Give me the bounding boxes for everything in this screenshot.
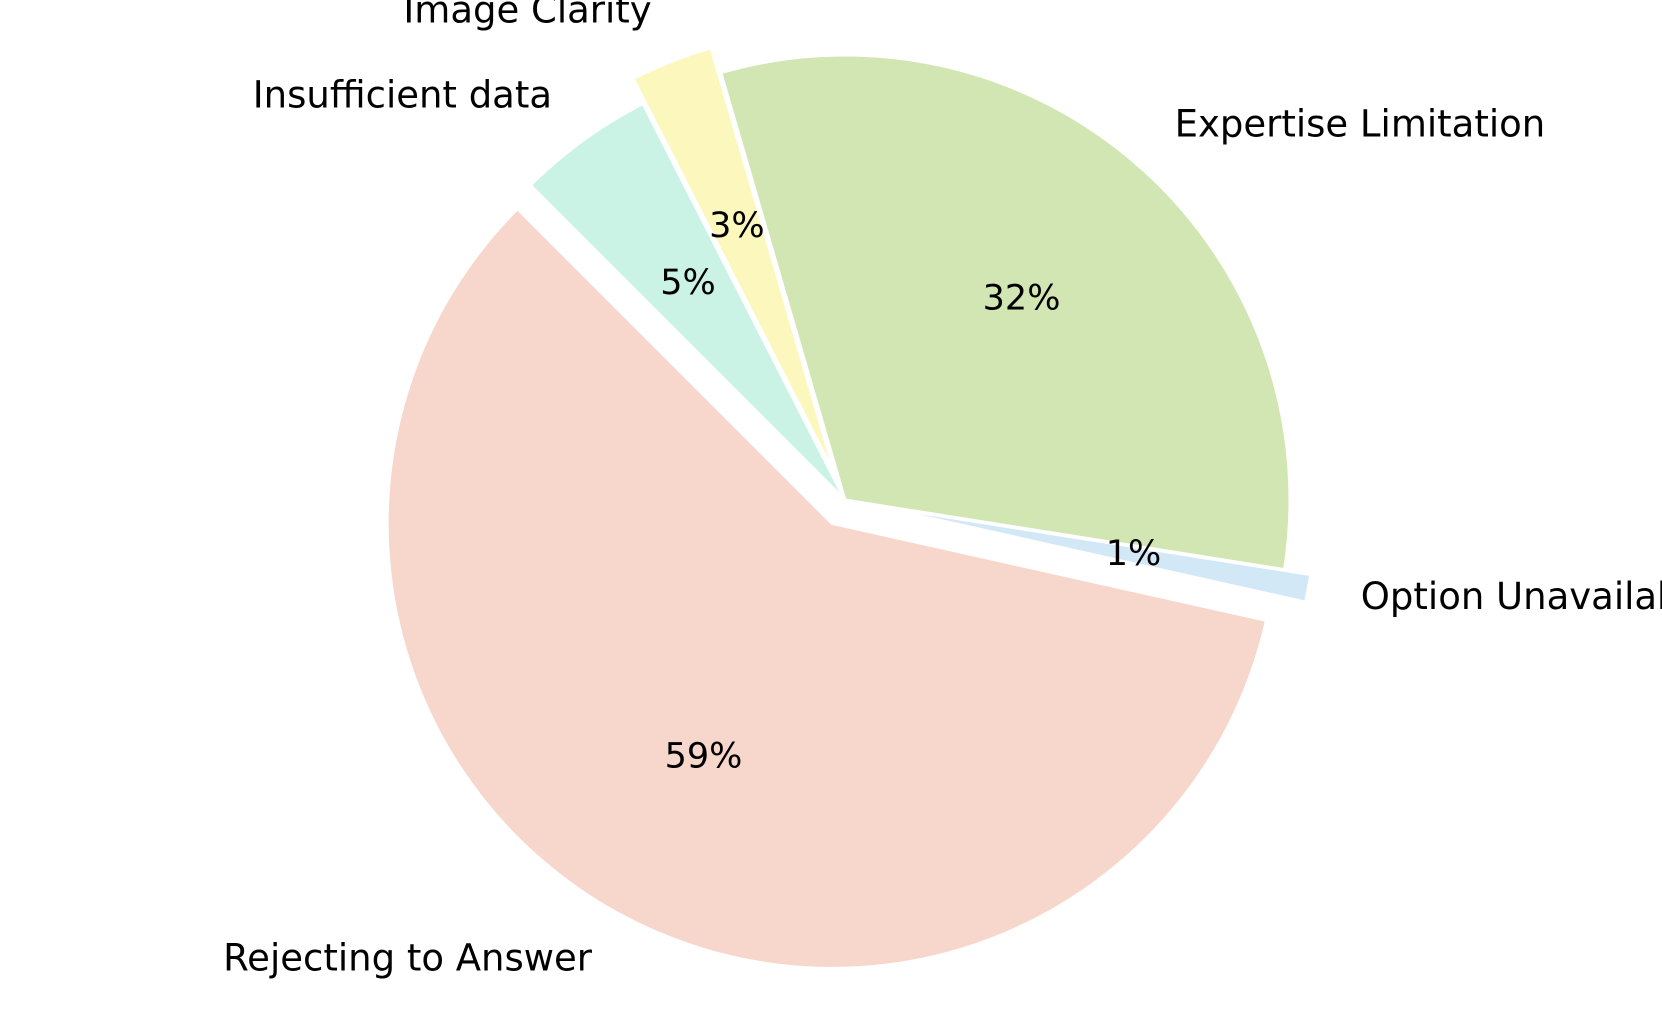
slice-label-image-clarity: Image Clarity: [403, 0, 651, 31]
slice-label-option-unavailable: Option Unavailable: [1361, 575, 1662, 618]
pie-labels: Rejecting to Answer 59% Option Unavailable…: [223, 0, 1662, 980]
pie-slice-rejecting-to-answer: [385, 206, 1269, 970]
pct-label-expertise-limitation: 32%: [983, 279, 1061, 319]
pie-slices: [385, 45, 1313, 970]
pct-label-image-clarity: 3%: [709, 206, 765, 246]
slice-label-expertise-limitation: Expertise Limitation: [1175, 103, 1546, 146]
pct-label-insufficient-data: 5%: [660, 263, 716, 303]
pie-slice-expertise-limitation: [718, 53, 1292, 572]
slice-label-rejecting-to-answer: Rejecting to Answer: [223, 937, 593, 980]
pct-label-option-unavailable: 1%: [1106, 534, 1162, 574]
pct-label-rejecting-to-answer: 59%: [665, 736, 743, 776]
slice-label-insufficient-data: Insufficient data: [253, 73, 552, 116]
pie-slice-option-unavailable: [870, 503, 1313, 604]
pie-slice-image-clarity: [631, 45, 837, 476]
pie-slice-insufficient-data: [528, 101, 847, 502]
